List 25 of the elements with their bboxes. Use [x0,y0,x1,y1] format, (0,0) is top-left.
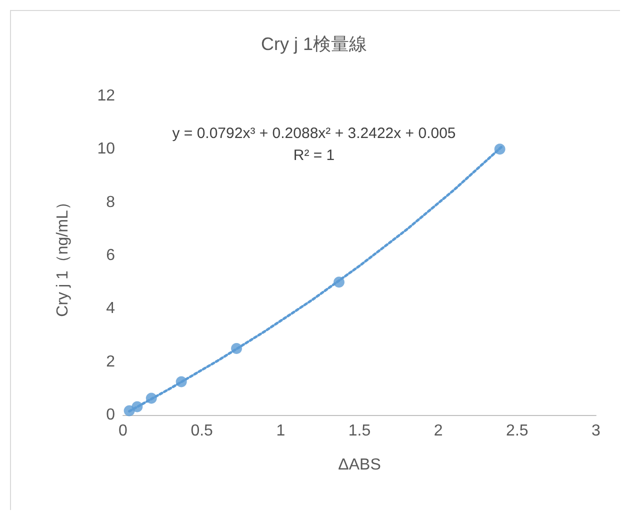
y-tick-label: 6 [106,247,116,264]
y-tick-label: 4 [106,300,116,318]
y-tick-label: 0 [106,406,116,424]
annotation: y = 0.0792x³ + 0.2088x² + 3.2422x + 0.005 [172,125,456,142]
x-axis-title: ΔABS [338,456,381,474]
annotation: R² = 1 [293,147,335,164]
point [176,376,187,388]
point [146,392,157,404]
point [494,144,506,155]
x-tick-label: 2 [434,422,443,440]
x-tick-label: 1 [276,422,286,440]
x-tick-label: 2.5 [506,422,528,440]
y-axis-title: Cry j 1（ng/mL） [54,194,72,317]
y-tick-label: 10 [97,140,116,158]
x-tick-label: 1.5 [348,422,371,440]
point [334,276,345,288]
point [132,401,143,412]
y-tick-label: 8 [106,194,116,211]
y-tick-label: 12 [97,88,116,104]
x-tick-label: 0 [118,422,128,440]
x-tick-label: 0.5 [190,422,214,440]
chart-title: Cry j 1検量線 [260,34,368,54]
x-tick-label: 3 [592,422,601,440]
y-tick-label: 2 [106,353,116,370]
point [231,343,242,354]
